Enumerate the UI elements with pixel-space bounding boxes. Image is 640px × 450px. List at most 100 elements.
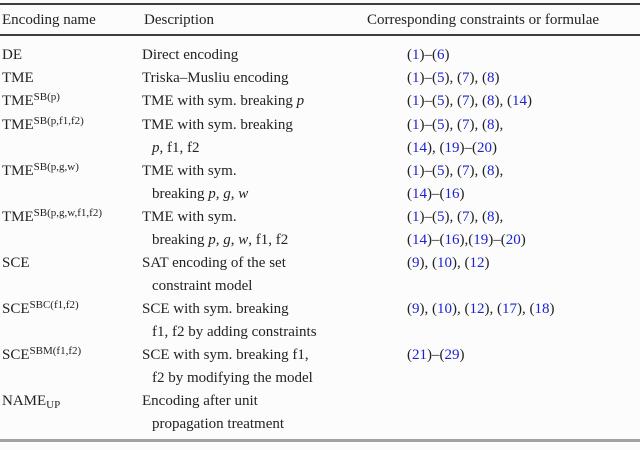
description-cell: TME with sym. breaking p, g, w, f1, f2 xyxy=(142,206,407,252)
formula-ref-link[interactable]: 7 xyxy=(462,163,470,179)
description-line: TME with sym. xyxy=(142,206,407,229)
formula-ref-link[interactable]: 8 xyxy=(487,93,495,109)
description-cell: Encoding after unit propagation treatment xyxy=(142,390,407,436)
formula-ref-link[interactable]: 12 xyxy=(469,301,485,317)
formula-ref-link[interactable]: 29 xyxy=(444,347,460,363)
description-line: breaking p, g, w, f1, f2 xyxy=(142,229,407,252)
formula-ref-link[interactable]: 7 xyxy=(462,93,470,109)
formula-ref-link[interactable]: 5 xyxy=(437,117,445,133)
formula-line: (1)–(5), (7), (8) xyxy=(407,70,500,86)
formula-ref-link[interactable]: 17 xyxy=(502,301,517,317)
formula-ref-link[interactable]: 8 xyxy=(487,117,495,133)
formula-ref-link[interactable]: 8 xyxy=(487,70,495,86)
table-row: SCESBM(f1,f2) SCE with sym. breaking f1, f… xyxy=(0,344,640,390)
formula-ref-link[interactable]: 16 xyxy=(444,232,460,248)
encoding-name-base: TME xyxy=(2,209,34,225)
formula-ref-link[interactable]: 1 xyxy=(412,70,420,86)
formula-ref-link[interactable]: 10 xyxy=(437,301,452,317)
description-text: SAT encoding of the set xyxy=(142,255,286,271)
encoding-name-cell: TME xyxy=(0,67,142,90)
formula-ref-link[interactable]: 5 xyxy=(437,209,445,225)
formula-ref-link[interactable]: 8 xyxy=(487,209,495,225)
formula-ref-link[interactable]: 20 xyxy=(505,232,521,248)
encoding-name-base: TME xyxy=(2,117,34,133)
encoding-name-base: TME xyxy=(2,93,34,109)
encoding-name-base: NAME xyxy=(2,393,47,409)
formula-ref-link[interactable]: 7 xyxy=(462,117,470,133)
table-body: DE Direct encoding (1)–(6) TME Triska–Musliu… xyxy=(0,44,640,436)
encoding-name-cell: TMESB(p,f1,f2) xyxy=(0,114,142,138)
formula-ref-link[interactable]: 21 xyxy=(412,347,427,363)
formulae-cell: (1)–(5), (7), (8), (14)–(16),(19)–(20) xyxy=(407,206,640,252)
encoding-name-base: DE xyxy=(2,47,22,63)
formula-line: (21)–(29) xyxy=(407,347,465,363)
formula-ref-link[interactable]: 7 xyxy=(462,209,470,225)
description-variable: p xyxy=(208,186,216,202)
encoding-name-base: SCE xyxy=(2,347,30,363)
encoding-name: TME xyxy=(2,67,142,90)
description-line: Triska–Musliu encoding xyxy=(142,67,407,90)
encoding-name: DE xyxy=(2,44,142,67)
description-line: Encoding after unit xyxy=(142,390,407,413)
formula-ref-link[interactable]: 9 xyxy=(412,301,420,317)
formula-ref-link[interactable]: 14 xyxy=(512,93,527,109)
description-text: , f1, f2 xyxy=(248,232,289,248)
encoding-name-superscript: SB(p,g,w,f1,f2) xyxy=(33,207,103,219)
formula-ref-link[interactable]: 1 xyxy=(412,93,420,109)
table-row: TME Triska–Musliu encoding (1)–(5), (7), (… xyxy=(0,67,640,90)
description-cell: TME with sym. breaking p, g, w xyxy=(142,160,407,206)
description-text: propagation treatment xyxy=(152,416,285,432)
formula-ref-link[interactable]: 14 xyxy=(412,186,427,202)
description-text: constraint model xyxy=(152,278,253,294)
formula-line: (14)–(16) xyxy=(407,186,465,202)
encoding-name-cell: SCE xyxy=(0,252,142,275)
encoding-name: TMESB(p,g,w) xyxy=(2,160,142,184)
col-header-description: Description xyxy=(144,12,214,28)
table-row: NAMEUP Encoding after unit propagation tre… xyxy=(0,390,640,436)
encoding-name-cell: TMESB(p,g,w) xyxy=(0,160,142,184)
formula-ref-link[interactable]: 5 xyxy=(437,70,445,86)
formula-ref-link[interactable]: 19 xyxy=(444,140,460,156)
formula-ref-link[interactable]: 19 xyxy=(473,232,489,248)
formula-ref-link[interactable]: 1 xyxy=(412,163,420,179)
formula-ref-link[interactable]: 6 xyxy=(437,47,445,63)
formula-ref-link[interactable]: 1 xyxy=(412,47,420,63)
formula-ref-link[interactable]: 14 xyxy=(412,232,427,248)
description-text: Encoding after unit xyxy=(142,393,258,409)
description-text: breaking xyxy=(152,232,209,248)
formula-ref-link[interactable]: 20 xyxy=(477,140,492,156)
formula-ref-link[interactable]: 1 xyxy=(412,117,420,133)
formula-ref-link[interactable]: 9 xyxy=(412,255,420,271)
formula-ref-link[interactable]: 7 xyxy=(462,70,470,86)
formula-ref-link[interactable]: 16 xyxy=(444,186,460,202)
formula-ref-link[interactable]: 10 xyxy=(437,255,452,271)
description-line: TME with sym. breaking p xyxy=(142,90,407,113)
description-line: p, f1, f2 xyxy=(142,137,407,160)
description-variable: w xyxy=(238,186,249,202)
description-cell: TME with sym. breaking p, f1, f2 xyxy=(142,114,407,160)
formula-ref-link[interactable]: 14 xyxy=(412,140,427,156)
encoding-name-cell: NAMEUP xyxy=(0,390,142,414)
encoding-name-cell: SCESBC(f1,f2) xyxy=(0,298,142,322)
formula-line: (1)–(5), (7), (8), xyxy=(407,117,504,133)
formula-ref-link[interactable]: 5 xyxy=(437,163,445,179)
description-text: Direct encoding xyxy=(142,47,239,63)
formula-ref-link[interactable]: 5 xyxy=(437,93,445,109)
description-line: Direct encoding xyxy=(142,44,407,67)
table-row: TMESB(p,g,w,f1,f2) TME with sym. breaking … xyxy=(0,206,640,252)
table-bottom-rule xyxy=(0,439,640,442)
formula-ref-link[interactable]: 8 xyxy=(487,163,495,179)
encoding-name-cell: SCESBM(f1,f2) xyxy=(0,344,142,368)
description-text: TME with sym. breaking xyxy=(142,93,297,109)
formula-ref-link[interactable]: 1 xyxy=(412,209,420,225)
encoding-name-superscript: SB(p) xyxy=(33,91,60,103)
formulae-cell: (1)–(5), (7), (8), (14) xyxy=(407,90,640,113)
encoding-name-superscript: SBC(f1,f2) xyxy=(29,299,79,311)
formulae-cell: (1)–(6) xyxy=(407,44,640,67)
description-variable: p xyxy=(296,93,305,109)
formulae-cell: (9), (10), (12), (17), (18) xyxy=(407,298,640,321)
formulae-cell: (1)–(5), (7), (8), (14), (19)–(20) xyxy=(407,114,640,160)
formula-ref-link[interactable]: 18 xyxy=(534,301,550,317)
formula-ref-link[interactable]: 12 xyxy=(469,255,485,271)
